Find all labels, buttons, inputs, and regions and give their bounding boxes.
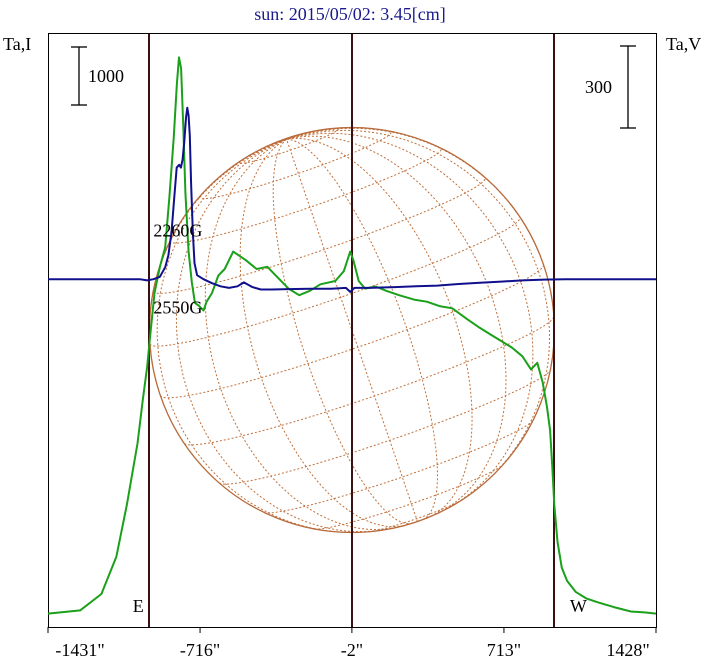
x-tick-label: -2" bbox=[341, 640, 363, 660]
annotation-label: 2260G bbox=[153, 220, 202, 240]
disk-grid-line bbox=[152, 177, 486, 294]
disk-grid-line bbox=[263, 419, 534, 514]
disk-grid-line bbox=[239, 138, 408, 528]
series-line-i bbox=[47, 56, 657, 615]
disk-grid-line bbox=[286, 135, 507, 514]
right-scale-label: 300 bbox=[585, 77, 612, 97]
series-line-v bbox=[48, 106, 656, 293]
right-scale-bar bbox=[620, 45, 636, 129]
disk-grid-line bbox=[156, 138, 348, 533]
east-limb-marker: E bbox=[133, 596, 144, 616]
left-scale-label: 1000 bbox=[88, 66, 124, 86]
disk-grid-line bbox=[286, 129, 551, 488]
left-axis-label: Ta,I bbox=[3, 34, 31, 54]
west-limb-marker: W bbox=[570, 596, 587, 616]
annotation-label: 2550G bbox=[153, 298, 202, 318]
disk-grid-line bbox=[199, 130, 392, 200]
disk-grid-line bbox=[149, 217, 521, 347]
disk-grid-line bbox=[175, 138, 382, 533]
disk-grid-line bbox=[204, 138, 396, 531]
disk-grid-line bbox=[286, 139, 418, 522]
disk-grid-line bbox=[369, 499, 463, 533]
x-axis-ticks: -1431" -716" -2" 713" 1428" bbox=[47, 627, 657, 660]
disk-grid-line bbox=[286, 132, 534, 508]
plot-frame bbox=[48, 33, 657, 628]
disk-grid-line bbox=[286, 138, 439, 521]
disk-grid-line bbox=[272, 138, 413, 525]
x-tick-label: 1428" bbox=[606, 640, 649, 660]
chart-title: sun: 2015/05/02: 3.45[cm] bbox=[254, 4, 446, 24]
disk-grid-line bbox=[286, 137, 473, 519]
right-axis-label: Ta,V bbox=[666, 34, 701, 54]
disk-grid-line bbox=[314, 463, 504, 530]
x-tick-label: -716" bbox=[180, 640, 220, 660]
disk-grid-line bbox=[286, 127, 544, 265]
x-tick-label: -1431" bbox=[55, 640, 104, 660]
x-tick-label: 713" bbox=[487, 640, 521, 660]
left-scale-bar bbox=[71, 46, 87, 106]
